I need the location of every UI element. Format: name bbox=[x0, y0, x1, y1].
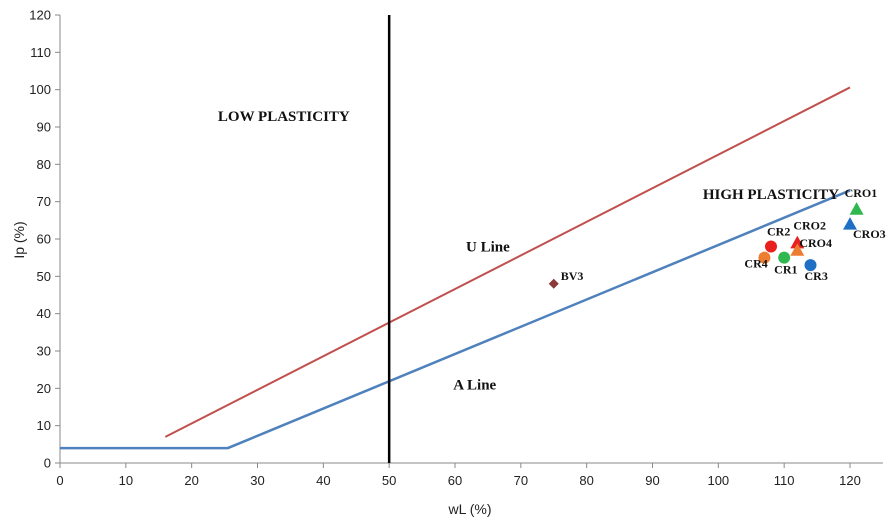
point-cr1 bbox=[778, 251, 791, 264]
x-tick-label: 80 bbox=[579, 473, 593, 488]
y-tick-label: 30 bbox=[37, 344, 51, 359]
a-line-label: A Line bbox=[453, 378, 496, 394]
low-plasticity-label: LOW PLASTICITY bbox=[218, 109, 350, 125]
x-tick-label: 50 bbox=[382, 473, 396, 488]
high-plasticity-label: HIGH PLASTICITY bbox=[703, 187, 839, 203]
axes: 0 10 20 30 40 50 60 70 80 90 100 110 120 0 10 20 30 40 50 6… bbox=[29, 8, 883, 488]
u-line-label: U Line bbox=[466, 239, 510, 255]
y-tick-label: 10 bbox=[37, 418, 51, 433]
x-tick-label: 0 bbox=[56, 473, 63, 488]
point-label-cro3: CRO3 bbox=[853, 227, 886, 241]
point-cro3 bbox=[843, 217, 857, 230]
point-label-cr3: CR3 bbox=[805, 269, 828, 283]
y-tick-label: 80 bbox=[37, 157, 51, 172]
x-tick-label: 60 bbox=[448, 473, 462, 488]
x-tick-label: 100 bbox=[707, 473, 729, 488]
a-line bbox=[60, 189, 851, 450]
point-cr4 bbox=[758, 251, 771, 264]
data-points: CR2 CR4 CR1 CR3 CRO2 CRO4 CRO1 CRO3 BV3 bbox=[548, 186, 886, 289]
point-cr2 bbox=[765, 240, 777, 253]
point-cro1 bbox=[849, 202, 864, 215]
y-tick-label: 20 bbox=[37, 381, 51, 396]
y-tick-label: 90 bbox=[37, 120, 51, 135]
y-tick-label: 40 bbox=[37, 306, 51, 321]
y-axis-title: Ip (%) bbox=[11, 221, 27, 258]
point-label-cro2: CRO2 bbox=[793, 219, 826, 233]
point-bv3 bbox=[548, 278, 559, 289]
u-line bbox=[164, 86, 851, 438]
point-label-bv3: BV3 bbox=[561, 269, 584, 283]
x-tick-label: 70 bbox=[514, 473, 528, 488]
x-tick-label: 40 bbox=[316, 473, 330, 488]
x-tick-label: 110 bbox=[774, 473, 795, 488]
y-tick-label: 70 bbox=[37, 194, 51, 209]
point-label-cro4: CRO4 bbox=[799, 236, 832, 250]
x-tick-label: 20 bbox=[184, 473, 198, 488]
point-cr3 bbox=[804, 259, 817, 272]
point-label-cr1: CR1 bbox=[774, 263, 797, 277]
y-tick-label: 50 bbox=[37, 269, 51, 284]
point-label-cr4: CR4 bbox=[744, 257, 767, 271]
point-cro2 bbox=[790, 235, 805, 249]
x-axis-title: wL (%) bbox=[447, 501, 491, 517]
point-label-cr2: CR2 bbox=[767, 224, 790, 238]
annotations: LOW PLASTICITY HIGH PLASTICITY U Line A Lin… bbox=[218, 109, 839, 394]
y-tick-label: 120 bbox=[29, 8, 51, 23]
y-tick-label: 0 bbox=[44, 456, 51, 471]
x-tick-label: 10 bbox=[119, 473, 133, 488]
point-label-cro1: CRO1 bbox=[845, 186, 878, 200]
y-tick-label: 110 bbox=[30, 45, 51, 60]
reference-lines bbox=[60, 15, 851, 463]
x-tick-label: 120 bbox=[839, 473, 861, 488]
x-tick-label: 30 bbox=[250, 473, 264, 488]
point-cro4 bbox=[790, 243, 805, 256]
y-tick-label: 60 bbox=[37, 232, 51, 247]
x-tick-label: 90 bbox=[645, 473, 659, 488]
y-tick-label: 100 bbox=[29, 82, 51, 97]
